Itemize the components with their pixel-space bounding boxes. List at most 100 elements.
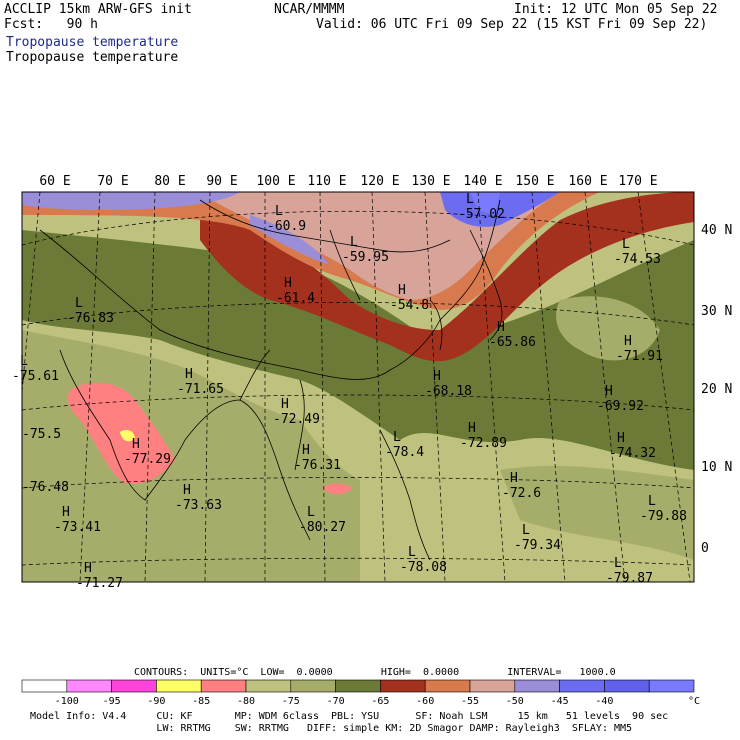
- extremum-marker-l: L: [350, 235, 358, 250]
- extremum-value: -71.91: [616, 349, 663, 364]
- extremum-value: -76.48: [22, 480, 69, 495]
- longitude-label: 70 E: [97, 174, 128, 189]
- extremum-marker-l: L: [275, 204, 283, 219]
- extremum-marker-h: H: [132, 437, 140, 452]
- extremum-marker-h: H: [284, 276, 292, 291]
- legend-unit: °C: [688, 696, 700, 707]
- longitude-label: 140 E: [463, 174, 502, 189]
- latitude-label: 10 N: [701, 460, 732, 475]
- extremum-marker-h: H: [605, 384, 613, 399]
- legend-swatch: [469, 679, 516, 693]
- extremum-value: -54.8: [390, 298, 429, 313]
- latitude-label: 30 N: [701, 304, 732, 319]
- longitude-label: 60 E: [39, 174, 70, 189]
- legend-swatch: [514, 679, 560, 693]
- legend-tick-label: -85: [192, 696, 210, 707]
- extremum-value: -80.27: [299, 520, 346, 535]
- extremum-marker-l: L: [20, 354, 28, 369]
- longitude-label: 90 E: [206, 174, 237, 189]
- extremum-value: -73.41: [54, 520, 101, 535]
- latitude-label: 40 N: [701, 223, 732, 238]
- extremum-value: -79.34: [514, 538, 561, 553]
- model-info-line2: LW: RRTMG SW: RRTMG DIFF: simple KM: 2D …: [30, 723, 633, 734]
- extremum-marker-l: L: [466, 192, 474, 207]
- map-frame: [21, 191, 695, 583]
- extremum-value: -65.86: [489, 335, 536, 350]
- legend-swatch: [335, 679, 381, 693]
- color-legend: -100 -95 -90 -85 -80 -75 -70 -65 -60 -55 -50 -45 -40…: [21, 679, 700, 707]
- extremum-marker-h: H: [185, 367, 193, 382]
- longitude-label: 80 E: [154, 174, 185, 189]
- extremum-marker-l: L: [307, 505, 315, 520]
- extremum-value: -72.89: [460, 436, 507, 451]
- legend-tick-label: -55: [461, 696, 479, 707]
- longitude-label: 150 E: [515, 174, 554, 189]
- extremum-marker-l: L: [614, 556, 622, 571]
- extremum-marker-h: H: [510, 471, 518, 486]
- extremum-value: -79.87: [606, 571, 653, 586]
- legend-tick-label: -100: [55, 696, 79, 707]
- extremum-value: -78.08: [400, 560, 447, 575]
- organization: NCAR/MMMM: [274, 2, 345, 17]
- extremum-value: -76.83: [67, 311, 114, 326]
- field-title: Tropopause temperature: [6, 35, 179, 50]
- extremum-marker-h: H: [468, 421, 476, 436]
- legend-tick-label: -90: [147, 696, 165, 707]
- extremum-value: -71.27: [76, 576, 123, 591]
- extremum-marker-h: H: [617, 431, 625, 446]
- extremum-marker-l: L: [408, 545, 416, 560]
- extremum-value: -78.4: [385, 445, 424, 460]
- extremum-marker-h: H: [302, 443, 310, 458]
- extremum-marker-h: H: [183, 483, 191, 498]
- extremum-value: -72.6: [502, 486, 541, 501]
- legend-swatch: [648, 679, 695, 693]
- legend-swatch: [21, 679, 68, 693]
- extremum-value: -74.32: [609, 446, 656, 461]
- legend-tick-label: -75: [282, 696, 300, 707]
- extremum-marker-h: H: [398, 283, 406, 298]
- extremum-marker-h: H: [624, 334, 632, 349]
- coastlines: [39, 199, 503, 561]
- shaded-field: [22, 192, 694, 582]
- extremum-value: -71.65: [177, 382, 224, 397]
- model-title: ACCLIP 15km ARW-GFS init: [4, 2, 192, 17]
- legend-swatch: [245, 679, 292, 693]
- extremum-value: -68.18: [425, 384, 472, 399]
- legend-tick-label: -80: [237, 696, 255, 707]
- extremum-value: -72.49: [273, 412, 320, 427]
- longitude-label: 100 E: [256, 174, 295, 189]
- legend-swatch: [156, 679, 202, 693]
- longitude-label: 120 E: [360, 174, 399, 189]
- legend-swatch: [559, 679, 605, 693]
- legend-swatch: [66, 679, 112, 693]
- legend-swatch: [111, 679, 157, 693]
- extremum-value: -59.95: [342, 250, 389, 265]
- legend-tick-label: -60: [416, 696, 434, 707]
- latitude-labels: 40 N 30 N 20 N 10 N 0: [701, 223, 732, 556]
- longitude-label: 130 E: [411, 174, 450, 189]
- graticule: [22, 192, 694, 582]
- extremum-marker-h: H: [433, 369, 441, 384]
- legend-tick-label: -70: [327, 696, 345, 707]
- latitude-label: 20 N: [701, 382, 732, 397]
- model-info-line1: Model Info: V4.4 CU: KF MP: WDM 6class P…: [30, 711, 669, 722]
- extremum-marker-l: L: [648, 494, 656, 509]
- legend-swatch: [424, 679, 471, 693]
- contour-info: CONTOURS: UNITS=°C LOW= 0.0000 HIGH= 0.0…: [134, 667, 616, 678]
- extremum-value: -76.31: [294, 458, 341, 473]
- legend-tick-label: -40: [595, 696, 613, 707]
- extremum-marker-l: L: [393, 430, 401, 445]
- legend-swatch: [290, 679, 336, 693]
- field-subtitle: Tropopause temperature: [6, 50, 179, 65]
- latitude-label: 0: [701, 541, 709, 556]
- longitude-label: 110 E: [307, 174, 346, 189]
- extremum-marker-h: H: [497, 320, 505, 335]
- extremum-value: -60.9: [267, 219, 306, 234]
- longitude-labels: 60 E 70 E 80 E 90 E 100 E 110 E 120 E 130 E 140 …: [39, 174, 657, 189]
- longitude-label: 170 E: [618, 174, 657, 189]
- extremum-value: -57.02: [458, 207, 505, 222]
- extremum-marker-h: H: [62, 505, 70, 520]
- extremum-value: -79.88: [640, 509, 687, 524]
- extremum-value: -61.4: [276, 291, 315, 306]
